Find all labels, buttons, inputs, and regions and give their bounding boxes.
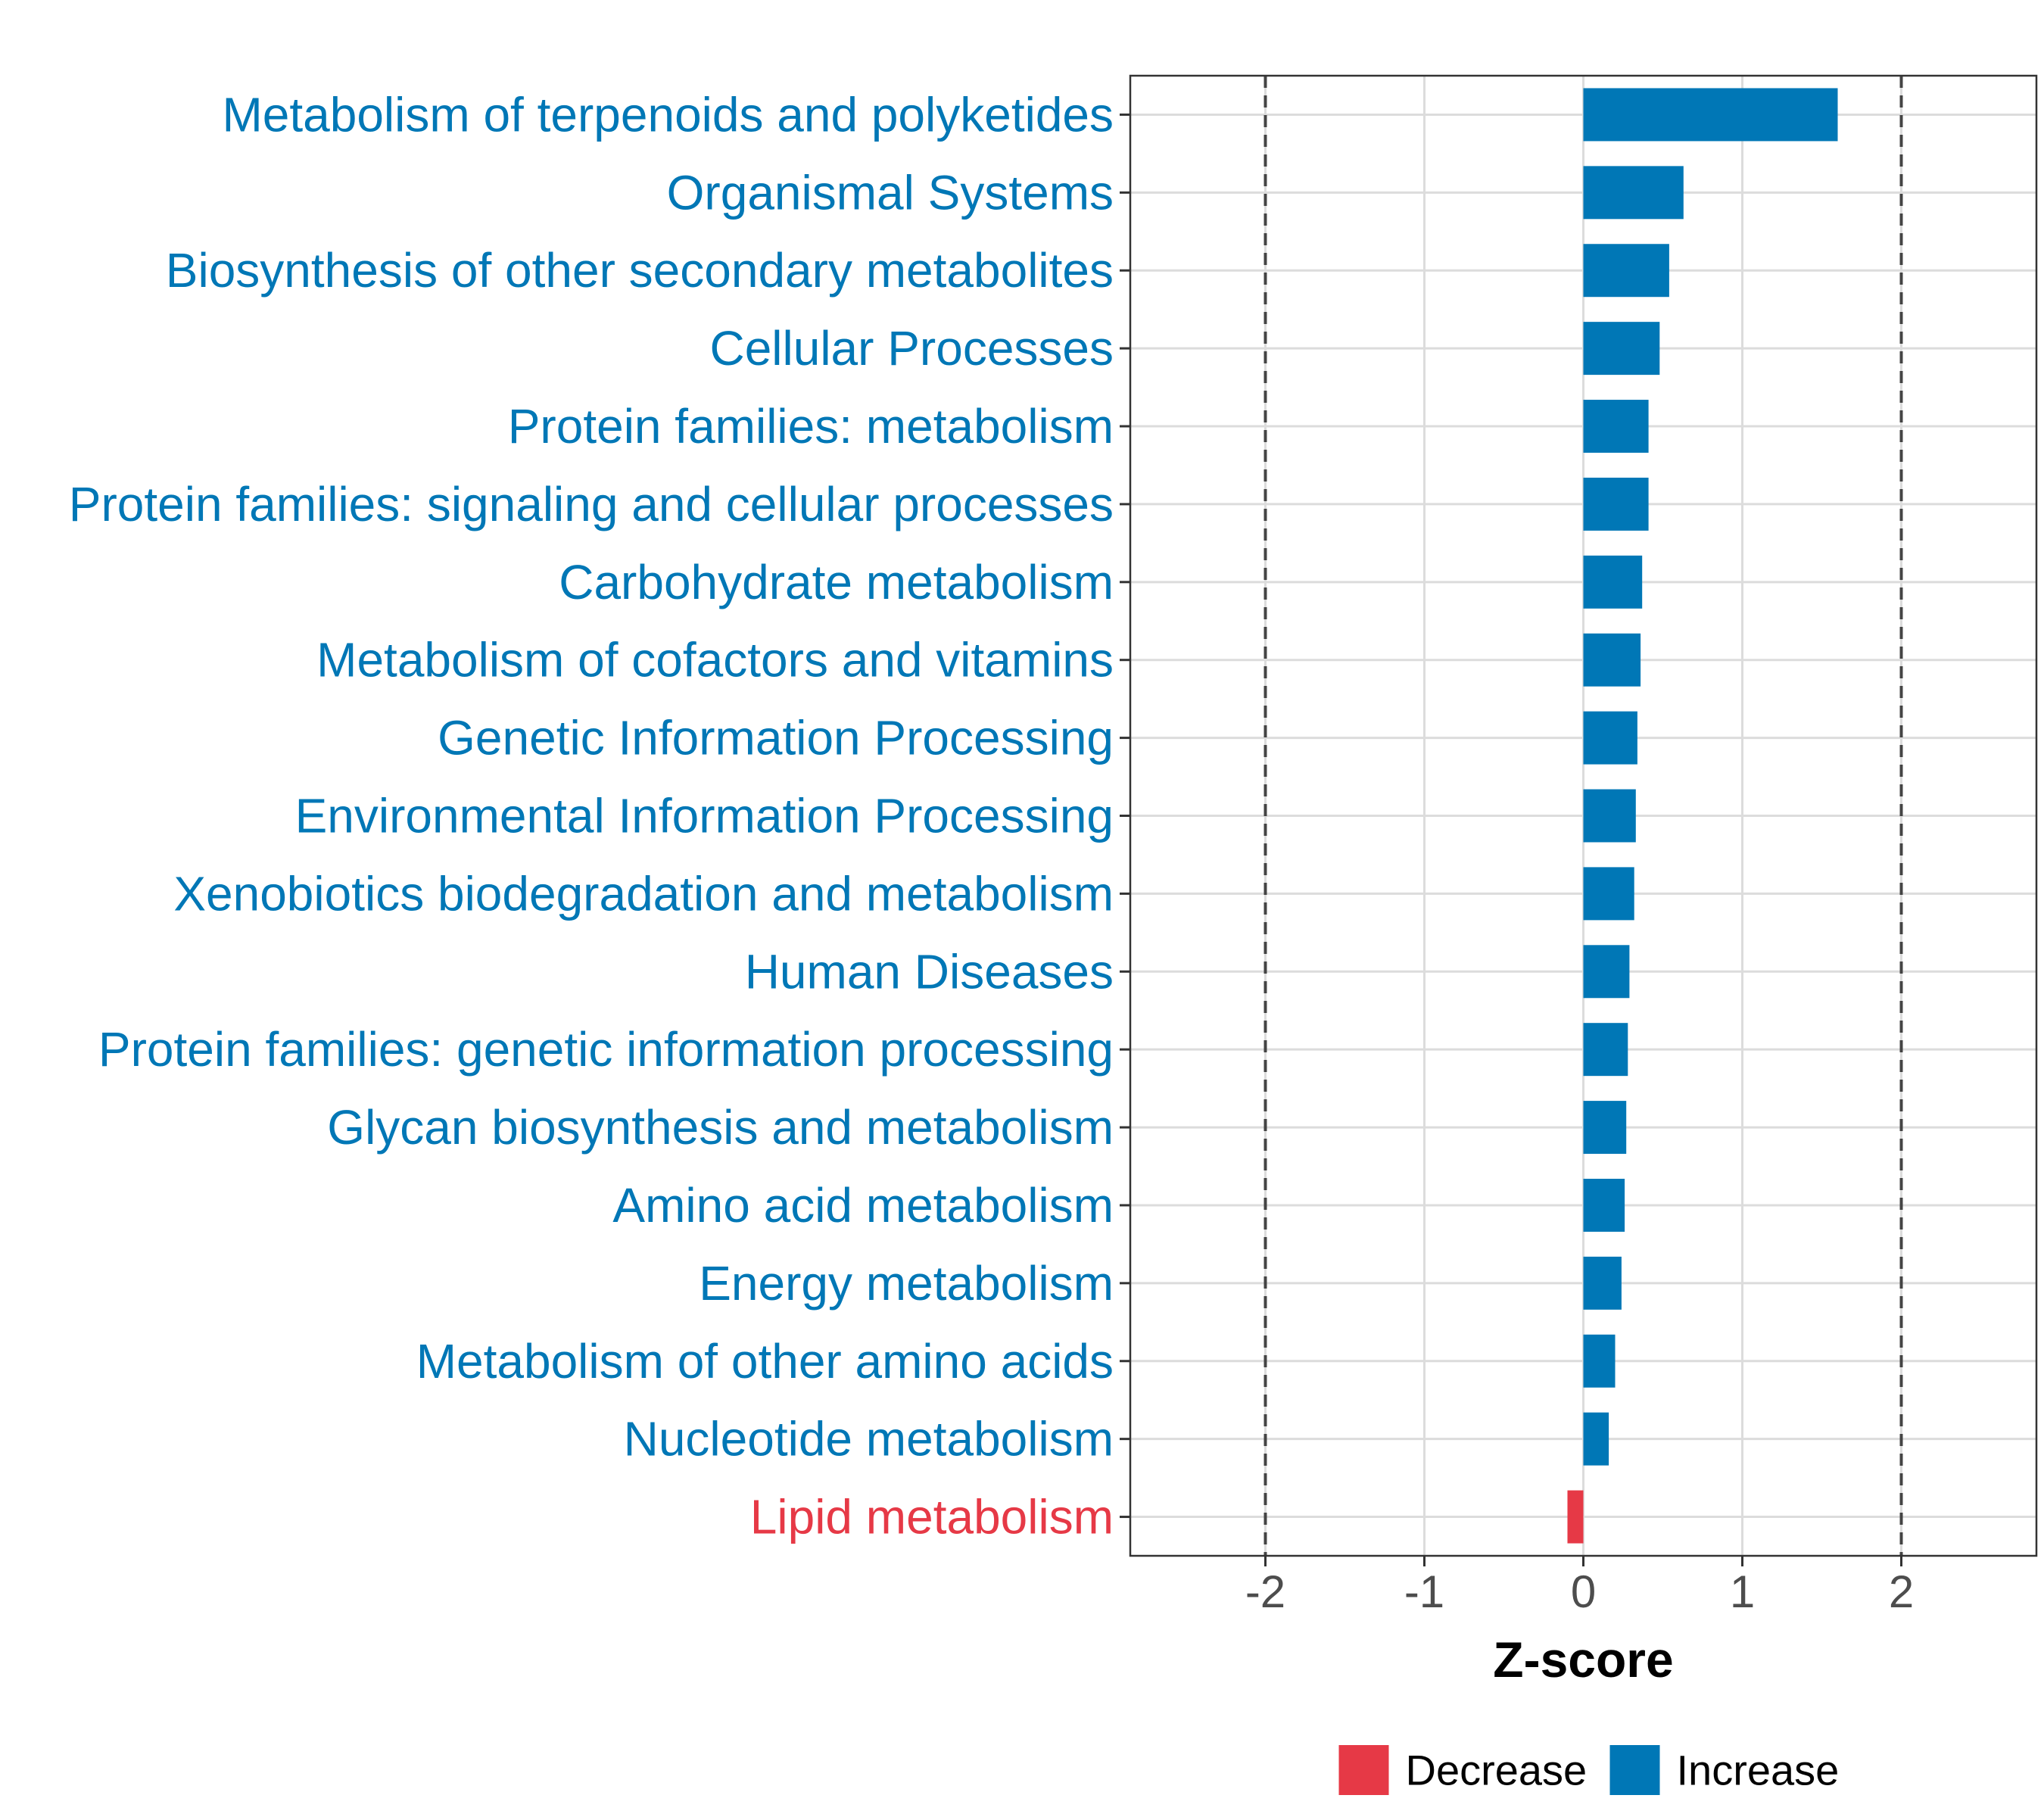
category-label: Biosynthesis of other secondary metaboli… bbox=[166, 243, 1114, 298]
legend-swatch bbox=[1338, 1745, 1389, 1795]
bar bbox=[1567, 1490, 1584, 1544]
category-label: Metabolism of cofactors and vitamins bbox=[316, 633, 1114, 687]
category-label: Metabolism of other amino acids bbox=[416, 1334, 1114, 1388]
bar bbox=[1583, 633, 1641, 687]
x-tick-label: -1 bbox=[1404, 1566, 1444, 1617]
y-axis-labels: Metabolism of terpenoids and polyketides… bbox=[69, 87, 1114, 1544]
bar bbox=[1583, 244, 1669, 298]
category-label: Energy metabolism bbox=[699, 1256, 1114, 1311]
category-label: Human Diseases bbox=[745, 944, 1114, 999]
bar bbox=[1583, 400, 1649, 453]
bar bbox=[1583, 945, 1630, 999]
x-axis-title: Z-score bbox=[1493, 1632, 1673, 1688]
bar bbox=[1583, 1101, 1627, 1155]
category-label: Protein families: genetic information pr… bbox=[98, 1022, 1114, 1077]
bar bbox=[1583, 322, 1660, 376]
legend-label: Increase bbox=[1677, 1747, 1840, 1794]
reference-lines bbox=[1263, 76, 1903, 1556]
x-tick-label: 0 bbox=[1571, 1566, 1596, 1617]
legend-swatch bbox=[1609, 1745, 1660, 1795]
y-axis-ticks bbox=[1120, 113, 1130, 1519]
bar bbox=[1583, 477, 1649, 531]
category-label: Cellular Processes bbox=[709, 321, 1114, 376]
bar bbox=[1583, 555, 1643, 609]
category-label: Carbohydrate metabolism bbox=[559, 555, 1114, 609]
bar bbox=[1583, 1256, 1622, 1310]
category-label: Amino acid metabolism bbox=[612, 1178, 1114, 1233]
bar bbox=[1583, 1178, 1625, 1232]
bar bbox=[1583, 1023, 1628, 1077]
x-tick-label: 1 bbox=[1730, 1566, 1755, 1617]
legend-label: Decrease bbox=[1406, 1747, 1588, 1794]
category-label: Xenobiotics biodegradation and metabolis… bbox=[173, 866, 1114, 921]
category-label: Organismal Systems bbox=[667, 165, 1114, 220]
category-label: Nucleotide metabolism bbox=[624, 1412, 1114, 1466]
bar bbox=[1583, 789, 1636, 843]
category-label: Lipid metabolism bbox=[750, 1490, 1114, 1544]
bar bbox=[1583, 867, 1634, 921]
category-label: Environmental Information Processing bbox=[295, 789, 1114, 843]
category-label: Genetic Information Processing bbox=[438, 711, 1114, 765]
bar bbox=[1583, 711, 1637, 765]
bar bbox=[1583, 1334, 1616, 1388]
x-tick-label: 2 bbox=[1889, 1566, 1914, 1617]
bar bbox=[1583, 1412, 1609, 1466]
bars bbox=[1567, 88, 1838, 1544]
category-label: Metabolism of terpenoids and polyketides bbox=[222, 87, 1114, 142]
x-axis-ticks: -2 -1 0 1 2 bbox=[1245, 1556, 1914, 1617]
x-tick-label: -2 bbox=[1245, 1566, 1285, 1617]
legend: Decrease Increase bbox=[1338, 1745, 1840, 1795]
category-label: Protein families: metabolism bbox=[508, 399, 1114, 453]
category-label: Protein families: signaling and cellular… bbox=[69, 477, 1114, 531]
bar bbox=[1583, 166, 1684, 220]
bar bbox=[1583, 88, 1838, 142]
category-label: Glycan biosynthesis and metabolism bbox=[327, 1100, 1114, 1155]
